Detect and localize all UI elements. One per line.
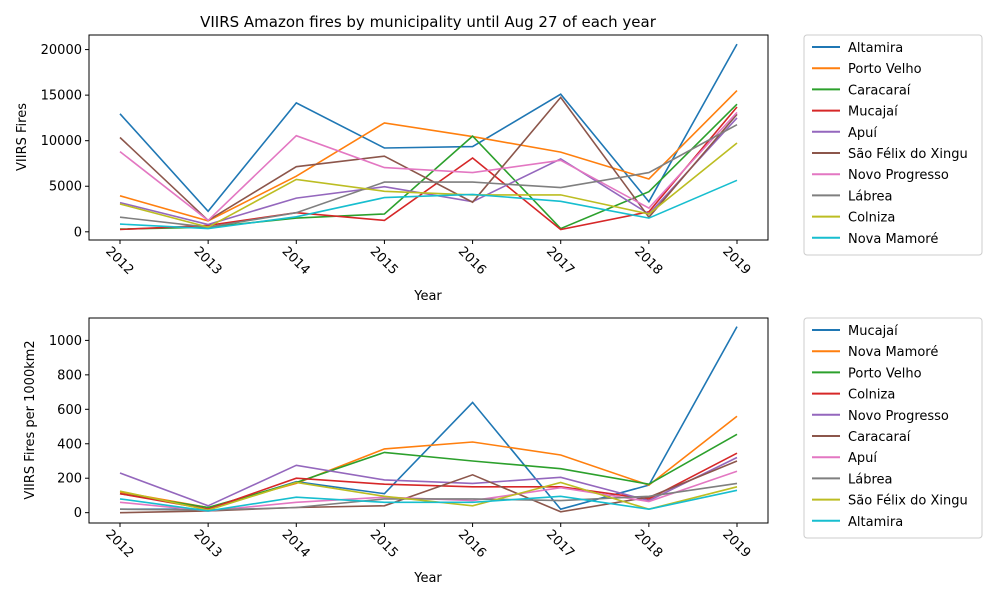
- legend-label: Caracaraí: [848, 430, 911, 445]
- x-axis-ticks: 2012 2013 2014 2015 2016 2017 2018 2019: [102, 240, 753, 278]
- series-lines: [119, 326, 738, 514]
- series-line-nova-mamore: [119, 179, 738, 230]
- y-axis-label: VIIRS Fires per 1000km2: [23, 340, 38, 499]
- top-chart: VIIRS Amazon fires by municipality until…: [15, 13, 983, 304]
- legend-label: Mucajaí: [848, 105, 898, 120]
- legend-label: Colniza: [848, 211, 895, 226]
- x-tick-label: 2013: [190, 527, 224, 561]
- series-line-labrea: [119, 482, 738, 511]
- series-line-nova-mamore: [119, 415, 738, 509]
- x-tick-label: 2015: [367, 244, 401, 278]
- x-tick-label: 2016: [455, 527, 489, 561]
- x-tick-label: 2013: [190, 244, 224, 278]
- x-tick-label: 2019: [719, 244, 753, 278]
- legend-label: Porto Velho: [848, 62, 922, 77]
- x-tick-label: 2015: [367, 527, 401, 561]
- legend: Mucajaí Nova Mamoré Porto Velho Colniza Novo…: [803, 317, 983, 539]
- y-tick-label: 800: [57, 368, 82, 383]
- series-line-colniza: [119, 142, 738, 229]
- y-tick-label: 5000: [49, 180, 82, 195]
- x-tick-label: 2012: [102, 244, 136, 278]
- series-line-sao-felix-do-xingu: [119, 481, 738, 511]
- y-tick-label: 600: [57, 403, 82, 418]
- legend-label: Colniza: [848, 388, 895, 403]
- series-line-apui: [119, 117, 738, 226]
- x-tick-label: 2017: [543, 244, 577, 278]
- legend-label: Caracaraí: [848, 83, 911, 98]
- series-line-porto-velho: [119, 90, 738, 222]
- series-line-altamira: [119, 43, 738, 213]
- series-line-labrea: [119, 123, 738, 229]
- x-axis-ticks: 2012 2013 2014 2015 2016 2017 2018 2019: [102, 523, 753, 561]
- legend-label: Novo Progresso: [848, 409, 949, 424]
- x-tick-label: 2014: [279, 244, 313, 278]
- legend-label: Altamira: [848, 515, 903, 530]
- legend-label: Apuí: [848, 126, 877, 141]
- x-axis-label: Year: [413, 571, 442, 586]
- x-tick-label: 2018: [631, 244, 665, 278]
- legend-label: Novo Progresso: [848, 168, 949, 183]
- legend-label: Nova Mamoré: [848, 345, 938, 360]
- series-line-altamira: [119, 489, 738, 512]
- x-tick-label: 2016: [455, 244, 489, 278]
- x-tick-label: 2017: [543, 527, 577, 561]
- series-line-sao-felix-do-xingu: [119, 96, 738, 222]
- y-tick-label: 400: [57, 437, 82, 452]
- legend-label: Altamira: [848, 41, 903, 56]
- legend-label: Lábrea: [848, 472, 892, 487]
- series-lines: [119, 43, 738, 231]
- legend-label: Porto Velho: [848, 366, 922, 381]
- y-tick-label: 10000: [41, 134, 82, 149]
- plot-area: [88, 317, 769, 524]
- legend: Altamira Porto Velho Caracaraí Mucajaí Apuí S…: [803, 34, 983, 256]
- legend-label: Nova Mamoré: [848, 232, 938, 247]
- legend-label: Lábrea: [848, 189, 892, 204]
- x-tick-label: 2019: [719, 527, 753, 561]
- y-tick-label: 1000: [49, 334, 82, 349]
- legend-label: São Félix do Xingu: [848, 494, 968, 509]
- y-tick-label: 15000: [41, 89, 82, 104]
- legend-label: Apuí: [848, 451, 877, 466]
- y-axis-ticks: 0 200 400 600 800 1000: [49, 334, 89, 521]
- y-tick-label: 20000: [41, 43, 82, 58]
- x-tick-label: 2012: [102, 527, 136, 561]
- y-axis-ticks: 0 5000 10000 15000 20000: [41, 43, 89, 240]
- series-line-novo-progresso: [119, 111, 738, 222]
- legend-label: Mucajaí: [848, 324, 898, 339]
- y-axis-label: VIIRS Fires: [15, 103, 30, 171]
- legend-frame: [803, 34, 983, 256]
- y-tick-label: 0: [74, 506, 82, 521]
- x-tick-label: 2014: [279, 527, 313, 561]
- y-tick-label: 0: [74, 225, 82, 240]
- x-tick-label: 2018: [631, 527, 665, 561]
- legend-frame: [803, 317, 983, 539]
- legend-label: São Félix do Xingu: [848, 147, 968, 162]
- y-tick-label: 200: [57, 472, 82, 487]
- plot-area: [88, 34, 769, 241]
- chart-title: VIIRS Amazon fires by municipality until…: [200, 13, 657, 31]
- x-axis-label: Year: [413, 289, 442, 304]
